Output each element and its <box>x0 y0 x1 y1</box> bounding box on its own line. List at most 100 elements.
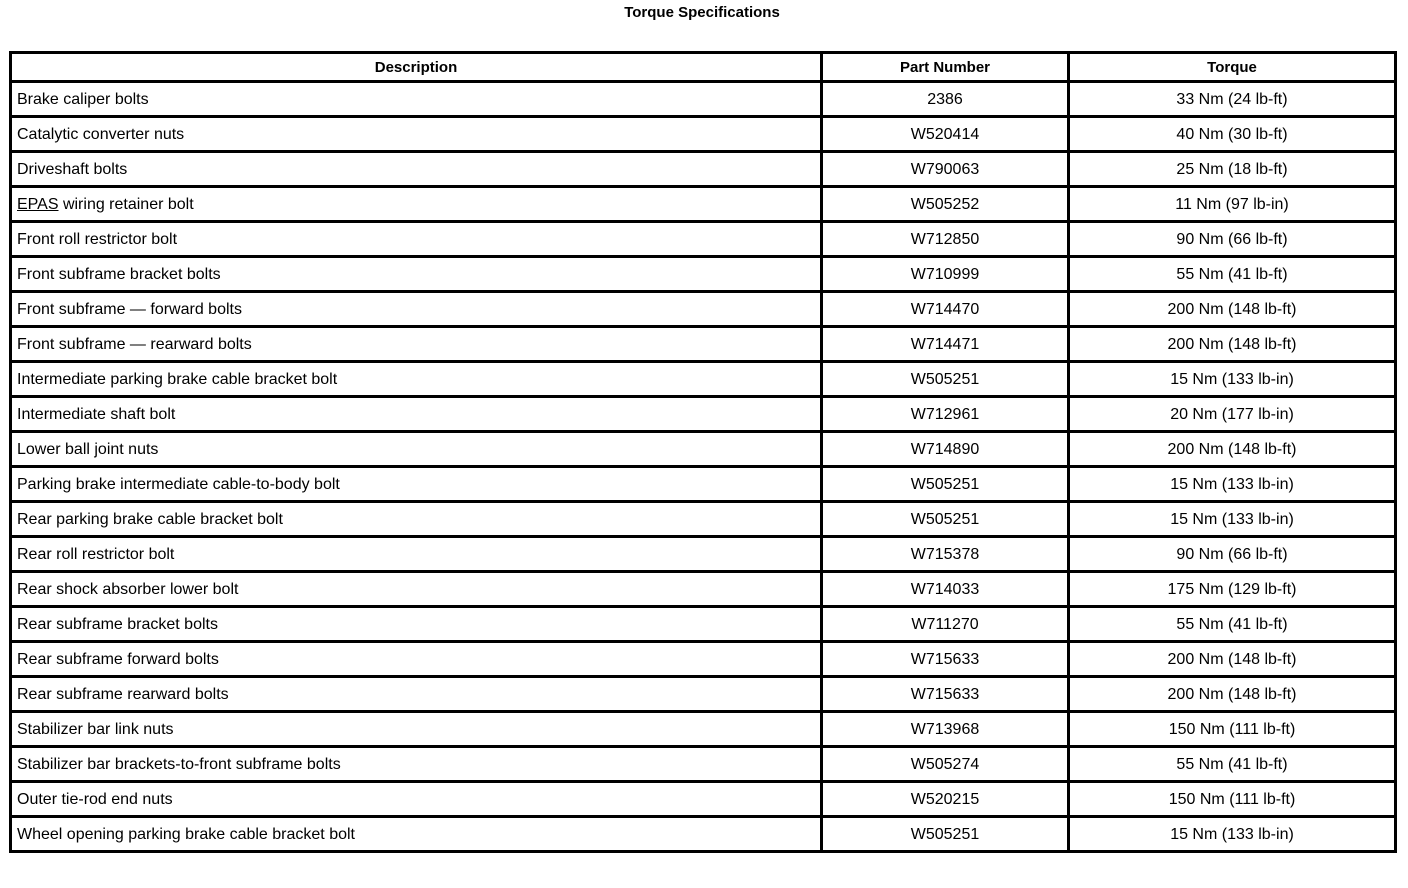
description-text: Driveshaft bolts <box>17 161 128 178</box>
table-row: Front roll restrictor bolt W712850 90 Nm (… <box>9 220 1397 258</box>
part-number-cell: W714890 <box>820 430 1070 468</box>
torque-cell: 40 Nm (30 lb-ft) <box>1067 115 1397 153</box>
part-number-cell: W790063 <box>820 150 1070 188</box>
description-text: Catalytic converter nuts <box>17 126 185 143</box>
table-row: Front subframe bracket bolts W710999 55 Nm… <box>9 255 1397 293</box>
description-text: Lower ball joint nuts <box>17 441 159 458</box>
description-cell: Front roll restrictor bolt <box>9 220 823 258</box>
description-text: Stabilizer bar brackets-to-front subfram… <box>17 756 341 773</box>
table-row: Rear subframe bracket bolts W711270 55 Nm … <box>9 605 1397 643</box>
torque-cell: 55 Nm (41 lb-ft) <box>1067 745 1397 783</box>
table-row: Driveshaft bolts W790063 25 Nm (18 lb-ft) <box>9 150 1397 188</box>
description-text: Stabilizer bar link nuts <box>17 721 174 738</box>
description-text: wiring retainer bolt <box>58 196 194 213</box>
description-text: Rear shock absorber lower bolt <box>17 581 239 598</box>
table-row: Rear subframe forward bolts W715633 200 Nm… <box>9 640 1397 678</box>
page-title: Torque Specifications <box>624 4 780 21</box>
description-cell: Outer tie-rod end nuts <box>9 780 823 818</box>
torque-cell: 90 Nm (66 lb-ft) <box>1067 220 1397 258</box>
part-number-cell: W505251 <box>820 815 1070 853</box>
part-number-cell: W520414 <box>820 115 1070 153</box>
part-number-cell: W712961 <box>820 395 1070 433</box>
torque-cell: 55 Nm (41 lb-ft) <box>1067 605 1397 643</box>
part-number-cell: 2386 <box>820 80 1070 118</box>
part-number-cell: W714470 <box>820 290 1070 328</box>
table-row: Front subframe — rearward bolts W714471 20… <box>9 325 1397 363</box>
torque-cell: 200 Nm (148 lb-ft) <box>1067 675 1397 713</box>
table-row: Stabilizer bar brackets-to-front subfram… <box>9 745 1397 783</box>
table-row: Rear parking brake cable bracket bolt W50… <box>9 500 1397 538</box>
table-row: Outer tie-rod end nuts W520215 150 Nm (111… <box>9 780 1397 818</box>
description-text: Intermediate shaft bolt <box>17 406 176 423</box>
part-number-cell: W715633 <box>820 640 1070 678</box>
torque-cell: 55 Nm (41 lb-ft) <box>1067 255 1397 293</box>
description-text: Front subframe bracket bolts <box>17 266 221 283</box>
description-cell: Parking brake intermediate cable-to-body… <box>9 465 823 503</box>
part-number-cell: W714033 <box>820 570 1070 608</box>
torque-cell: 200 Nm (148 lb-ft) <box>1067 430 1397 468</box>
table-row: Lower ball joint nuts W714890 200 Nm (148 … <box>9 430 1397 468</box>
description-cell: Front subframe — forward bolts <box>9 290 823 328</box>
description-cell: Front subframe — rearward bolts <box>9 325 823 363</box>
description-cell: EPAS wiring retainer bolt <box>9 185 823 223</box>
table-row: Rear shock absorber lower bolt W714033 175… <box>9 570 1397 608</box>
column-header-part-number: Part Number <box>820 51 1070 83</box>
torque-cell: 200 Nm (148 lb-ft) <box>1067 290 1397 328</box>
part-number-cell: W505251 <box>820 465 1070 503</box>
torque-cell: 15 Nm (133 lb-in) <box>1067 500 1397 538</box>
description-cell: Rear subframe forward bolts <box>9 640 823 678</box>
table-row: Front subframe — forward bolts W714470 200… <box>9 290 1397 328</box>
description-cell: Rear parking brake cable bracket bolt <box>9 500 823 538</box>
torque-cell: 15 Nm (133 lb-in) <box>1067 465 1397 503</box>
table-row: Catalytic converter nuts W520414 40 Nm (30… <box>9 115 1397 153</box>
part-number-cell: W715633 <box>820 675 1070 713</box>
table-row: Intermediate parking brake cable bracket… <box>9 360 1397 398</box>
table-row: Stabilizer bar link nuts W713968 150 Nm (1… <box>9 710 1397 748</box>
description-text: Brake caliper bolts <box>17 91 149 108</box>
description-text: Rear subframe rearward bolts <box>17 686 229 703</box>
description-cell: Stabilizer bar link nuts <box>9 710 823 748</box>
part-number-cell: W715378 <box>820 535 1070 573</box>
part-number-cell: W714471 <box>820 325 1070 363</box>
header-row: Description Part Number Torque <box>9 51 1397 83</box>
part-number-cell: W505274 <box>820 745 1070 783</box>
description-text: Parking brake intermediate cable-to-body… <box>17 476 340 493</box>
part-number-cell: W710999 <box>820 255 1070 293</box>
description-text: Front subframe — rearward bolts <box>17 336 252 353</box>
part-number-cell: W712850 <box>820 220 1070 258</box>
description-cell: Intermediate shaft bolt <box>9 395 823 433</box>
part-number-cell: W505251 <box>820 360 1070 398</box>
description-cell: Lower ball joint nuts <box>9 430 823 468</box>
table-row: Wheel opening parking brake cable bracke… <box>9 815 1397 853</box>
description-cell: Rear subframe bracket bolts <box>9 605 823 643</box>
description-cell: Rear subframe rearward bolts <box>9 675 823 713</box>
torque-cell: 150 Nm (111 lb-ft) <box>1067 780 1397 818</box>
description-cell: Catalytic converter nuts <box>9 115 823 153</box>
table-row: Rear roll restrictor bolt W715378 90 Nm (6… <box>9 535 1397 573</box>
description-cell: Wheel opening parking brake cable bracke… <box>9 815 823 853</box>
description-text: Wheel opening parking brake cable bracke… <box>17 826 355 843</box>
torque-cell: 33 Nm (24 lb-ft) <box>1067 80 1397 118</box>
table-row: Intermediate shaft bolt W712961 20 Nm (177… <box>9 395 1397 433</box>
column-header-torque: Torque <box>1067 51 1397 83</box>
torque-cell: 200 Nm (148 lb-ft) <box>1067 640 1397 678</box>
description-text: Intermediate parking brake cable bracket… <box>17 371 338 388</box>
description-text: Outer tie-rod end nuts <box>17 791 173 808</box>
torque-cell: 175 Nm (129 lb-ft) <box>1067 570 1397 608</box>
description-cell: Rear roll restrictor bolt <box>9 535 823 573</box>
torque-cell: 25 Nm (18 lb-ft) <box>1067 150 1397 188</box>
epas-link[interactable]: EPAS <box>17 196 59 213</box>
part-number-cell: W520215 <box>820 780 1070 818</box>
table-row: EPAS wiring retainer bolt W505252 11 Nm (9… <box>9 185 1397 223</box>
description-cell: Intermediate parking brake cable bracket… <box>9 360 823 398</box>
description-cell: Front subframe bracket bolts <box>9 255 823 293</box>
part-number-cell: W713968 <box>820 710 1070 748</box>
column-header-description: Description <box>9 51 823 83</box>
description-cell: Driveshaft bolts <box>9 150 823 188</box>
torque-cell: 15 Nm (133 lb-in) <box>1067 815 1397 853</box>
description-text: Rear subframe forward bolts <box>17 651 219 668</box>
table-row: Brake caliper bolts 2386 33 Nm (24 lb-ft) <box>9 80 1397 118</box>
description-cell: Rear shock absorber lower bolt <box>9 570 823 608</box>
description-text: Front subframe — forward bolts <box>17 301 242 318</box>
table-row: Rear subframe rearward bolts W715633 200 N… <box>9 675 1397 713</box>
